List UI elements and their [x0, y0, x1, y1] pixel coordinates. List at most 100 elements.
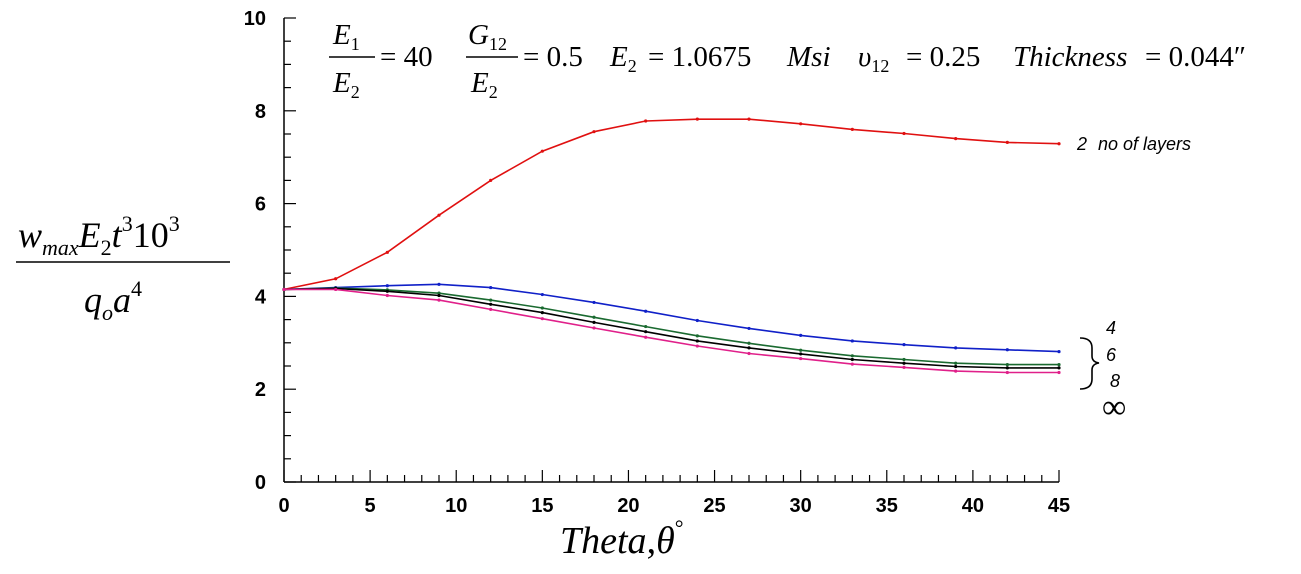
series-point [489, 178, 493, 182]
x-tick-label: 20 [617, 495, 639, 517]
series-point [1057, 370, 1061, 375]
y-axis-label: wmaxE2t3103 qoa4 [16, 211, 230, 325]
ylabel-sup3b: 3 [169, 211, 180, 236]
x-tick-label: 5 [365, 495, 376, 517]
series-point [1057, 363, 1061, 367]
series-label-brace [1079, 337, 1100, 390]
series-point [540, 311, 544, 315]
series-point [644, 119, 648, 123]
series-point [1005, 140, 1009, 144]
thickness-label: Thickness [1013, 41, 1127, 73]
ylabel-o: o [102, 300, 113, 325]
series-point [540, 292, 544, 297]
series-point [1057, 366, 1061, 370]
series-point [902, 365, 906, 369]
e1-symbol: E [332, 19, 351, 51]
series-point [592, 315, 596, 319]
y-tick-label: 10 [244, 8, 266, 30]
tick-labels: 0 5 10 15 20 25 30 35 40 45 0 2 4 6 8 10 [244, 8, 1070, 517]
thickness-value: = 0.044″ [1145, 41, 1246, 73]
series-point [799, 352, 803, 356]
x-tick-label: 35 [876, 495, 898, 517]
x-tick-label: 30 [790, 495, 812, 517]
g12-symbol: G [468, 19, 489, 51]
series-label-6: 6 [1106, 345, 1117, 365]
series-point [1005, 348, 1009, 352]
series-label-infinity: ∞ [1102, 389, 1126, 426]
series-point [954, 361, 958, 365]
series-line [283, 283, 1060, 353]
series-point [437, 291, 441, 295]
series-point [954, 346, 958, 350]
e2-denominator-subscript: 2 [489, 82, 498, 102]
series-line [284, 288, 1059, 374]
series-point [385, 293, 389, 298]
svg-text:υ12: υ12 [858, 41, 889, 76]
series-point [592, 130, 596, 134]
series-label-4: 4 [1106, 318, 1116, 338]
svg-text:qoa4: qoa4 [84, 276, 142, 325]
series-4 [282, 286, 1061, 370]
series-point [1005, 363, 1009, 367]
ylabel-sup3: 3 [122, 211, 133, 236]
svg-text:E2: E2 [470, 67, 498, 102]
series-point [850, 357, 854, 362]
e2-modulus-subscript: 2 [628, 56, 637, 76]
series-point [385, 289, 389, 293]
series-point [747, 346, 751, 350]
series-point [747, 351, 751, 356]
series-1 [282, 117, 1061, 292]
series-point [540, 149, 544, 153]
e2-denominator-symbol: E [470, 67, 489, 99]
series-point [489, 285, 493, 290]
series-point [1057, 142, 1061, 146]
ylabel-a: a [113, 280, 131, 320]
series-point [644, 324, 648, 329]
series-point [850, 127, 854, 131]
series-5 [282, 287, 1061, 375]
series-point [902, 357, 906, 362]
ylabel-w: w [18, 215, 42, 255]
x-tick-label: 0 [278, 495, 289, 517]
series-point [644, 309, 648, 313]
series-point [437, 282, 441, 286]
series-point [282, 287, 286, 292]
series-point [540, 306, 544, 310]
xlabel-degree: ° [675, 515, 684, 540]
series-point [385, 250, 389, 254]
series-point [799, 348, 803, 352]
series-point [592, 326, 596, 330]
series-point [437, 298, 441, 302]
e1-subscript: 1 [351, 34, 360, 54]
series-point [489, 307, 493, 311]
series-point [850, 354, 854, 358]
ylabel-e: E [78, 215, 101, 255]
y-tick-label: 8 [255, 101, 266, 123]
series-point [695, 339, 699, 343]
series-point [1057, 350, 1061, 354]
series-label-8: 8 [1110, 371, 1120, 391]
ylabel-t: t [112, 215, 123, 255]
series-point [437, 293, 441, 298]
series-point [902, 361, 906, 365]
series-point [334, 277, 338, 281]
nu-symbol: υ [858, 41, 871, 73]
series-point [592, 320, 596, 324]
e2-symbol: E [332, 67, 351, 99]
series-point [747, 117, 751, 121]
xlabel-theta-symbol: θ [656, 520, 675, 562]
svg-text:wmaxE2t3103: wmaxE2t3103 [18, 211, 180, 260]
y-tick-label: 2 [255, 379, 266, 401]
xlabel-theta-word: Theta [560, 520, 647, 562]
series-2 [282, 282, 1061, 354]
ylabel-max: max [42, 235, 79, 260]
ratio-g12-e2-value: = 0.5 [523, 41, 583, 73]
series-point [695, 318, 699, 323]
series-point [747, 326, 751, 331]
series-point [902, 343, 906, 347]
ylabel-sub2: 2 [101, 235, 112, 260]
series-point [695, 334, 699, 338]
series-3 [282, 286, 1061, 367]
e2-modulus-symbol: E [609, 41, 628, 73]
x-tick-label: 40 [962, 495, 984, 517]
